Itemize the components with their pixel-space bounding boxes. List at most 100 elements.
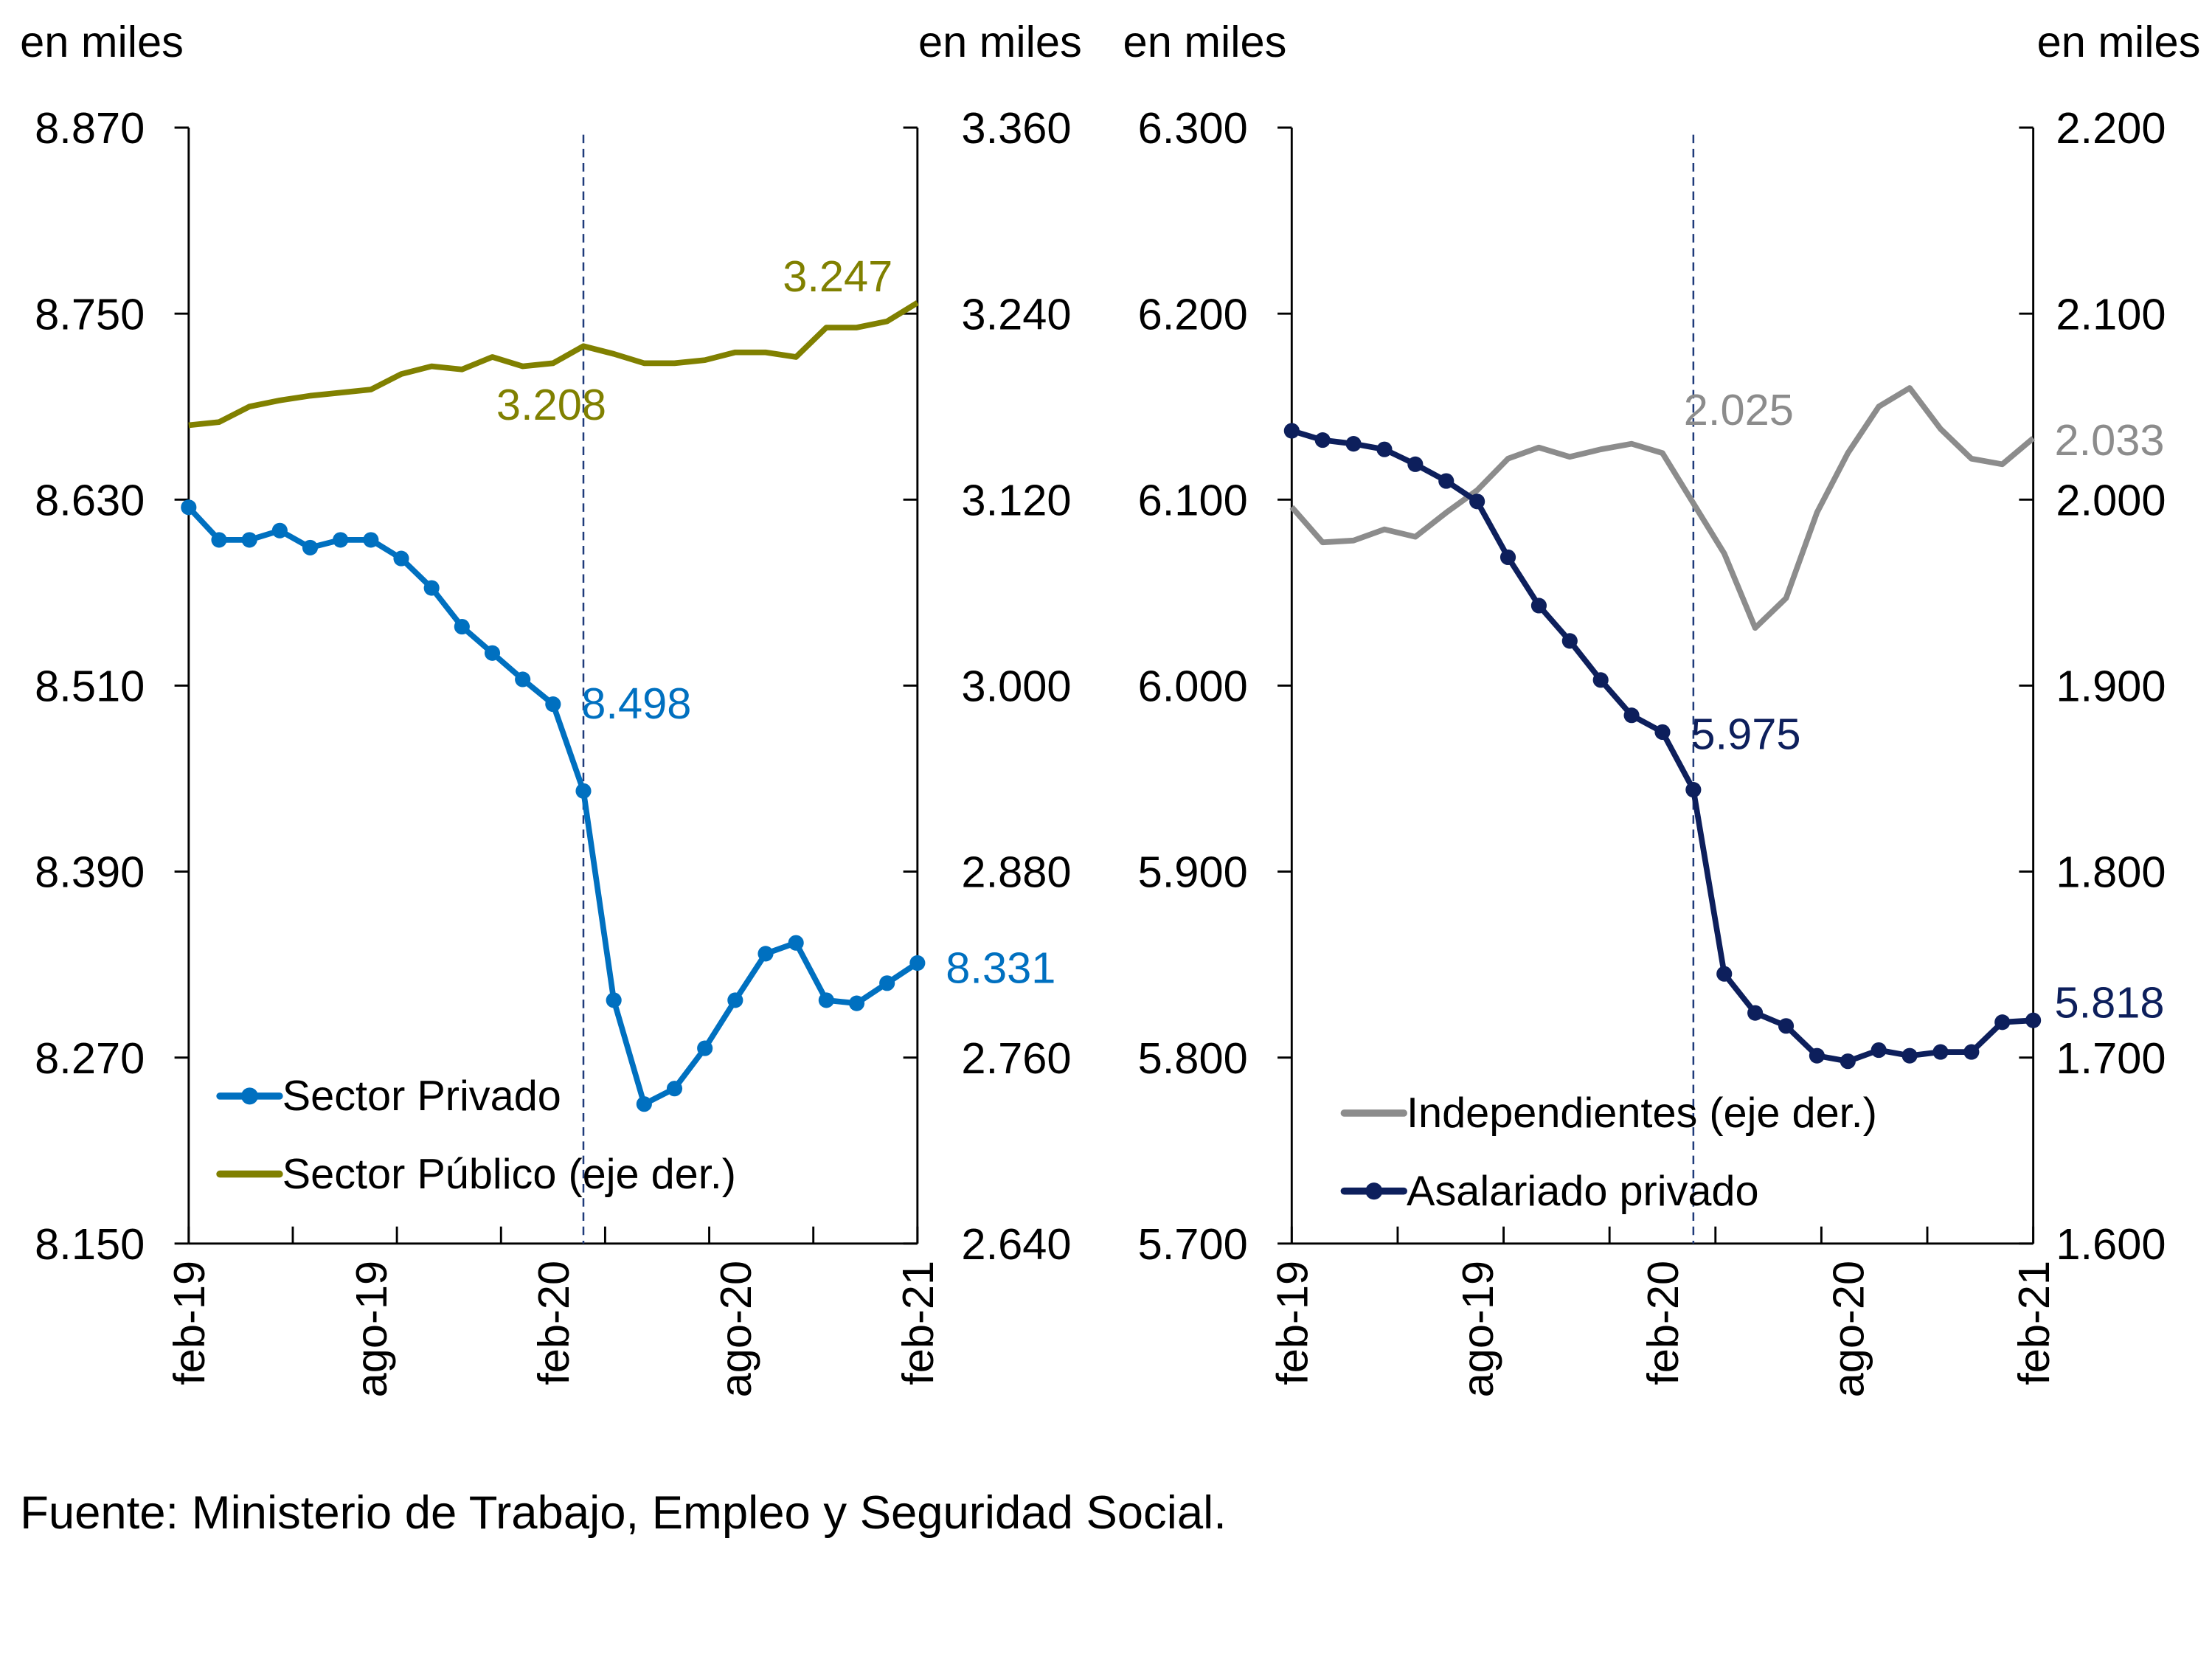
data-point	[545, 696, 561, 713]
left-y-tick-label: 5.700	[1138, 1219, 1248, 1269]
left-y-tick-label: 5.800	[1138, 1033, 1248, 1083]
data-label: 3.208	[496, 380, 606, 429]
right-y-tick-label: 1.700	[2056, 1033, 2166, 1083]
data-label: 3.247	[783, 252, 892, 301]
series-line	[188, 300, 919, 429]
data-point	[1345, 436, 1362, 452]
right-y-tick-label: 2.200	[2056, 103, 2166, 153]
left-y-tick-label: 6.300	[1138, 103, 1248, 153]
left-y-tick-label: 8.390	[35, 848, 145, 897]
data-point	[1623, 707, 1640, 724]
left-y-tick-label: 5.900	[1138, 848, 1248, 897]
data-point	[1932, 1044, 1949, 1060]
right-y-tick-label: 1.900	[2056, 662, 2166, 711]
left-y-tick-label: 8.870	[35, 103, 145, 153]
left-y-tick-label: 8.630	[35, 475, 145, 524]
data-point	[757, 946, 774, 962]
data-label: 8.331	[946, 943, 1055, 992]
data-label: 2.025	[1684, 385, 1794, 434]
x-tick-label: ago-20	[1823, 1261, 1873, 1398]
data-point	[1314, 432, 1331, 448]
data-point	[1561, 633, 1578, 649]
legend-label: Independientes (eje der.)	[1407, 1090, 1877, 1137]
left-y-tick-label: 8.750	[35, 289, 145, 339]
right-y-tick-label: 1.600	[2056, 1219, 2166, 1269]
data-point	[1438, 473, 1455, 489]
x-tick-label: feb-20	[1638, 1261, 1688, 1385]
data-point	[1499, 549, 1516, 565]
series-line	[1291, 428, 2034, 1064]
left-y-tick-label: 8.510	[35, 662, 145, 711]
data-point	[1963, 1044, 1980, 1060]
data-label: 5.975	[1691, 709, 1800, 758]
left-axis-unit: en miles	[1123, 17, 1287, 66]
data-point	[636, 1096, 652, 1112]
data-point	[727, 992, 743, 1008]
left-y-tick-label: 8.150	[35, 1219, 145, 1269]
data-point	[1685, 782, 1702, 798]
data-point	[666, 1081, 683, 1097]
legend-label: Asalariado privado	[1407, 1168, 1759, 1215]
data-point	[454, 618, 470, 635]
legend-marker	[1365, 1182, 1383, 1200]
x-tick-label: feb-21	[893, 1261, 943, 1385]
right-y-tick-label: 3.240	[961, 289, 1071, 339]
left-axis-unit: en miles	[20, 17, 184, 66]
data-point	[393, 550, 409, 567]
data-point	[1716, 966, 1733, 982]
right-y-tick-label: 2.100	[2056, 289, 2166, 339]
data-point	[848, 995, 865, 1011]
x-tick-label: feb-19	[1267, 1261, 1317, 1385]
data-point	[909, 955, 926, 971]
right-y-tick-label: 3.360	[961, 103, 1071, 153]
data-point	[1994, 1014, 2011, 1031]
left-y-tick-label: 6.000	[1138, 662, 1248, 711]
data-point	[2025, 1012, 2042, 1028]
x-tick-label: feb-19	[164, 1261, 214, 1385]
x-tick-label: feb-21	[2009, 1261, 2059, 1385]
data-point	[879, 975, 895, 991]
data-point	[818, 992, 834, 1008]
right-y-tick-label: 3.000	[961, 662, 1071, 711]
data-point	[211, 532, 227, 548]
data-point	[515, 671, 531, 688]
right-y-tick-label: 3.120	[961, 475, 1071, 524]
data-point	[606, 992, 622, 1008]
legend-marker	[240, 1087, 259, 1105]
source-note: Fuente: Ministerio de Trabajo, Empleo y …	[20, 1487, 1227, 1539]
data-point	[271, 522, 288, 538]
data-point	[575, 783, 592, 799]
data-point	[1376, 441, 1393, 457]
data-point	[1592, 672, 1609, 688]
right-y-tick-label: 2.000	[2056, 475, 2166, 524]
x-tick-label: ago-19	[347, 1261, 396, 1398]
data-point	[788, 935, 804, 951]
data-point	[697, 1040, 713, 1056]
right-axis-unit: en miles	[918, 17, 1082, 66]
data-point	[363, 532, 379, 548]
data-point	[1871, 1042, 1887, 1059]
left-y-tick-label: 6.200	[1138, 289, 1248, 339]
series-line	[1289, 385, 2036, 631]
series-line	[187, 505, 919, 1107]
data-point	[1901, 1047, 1918, 1064]
data-label: 5.818	[2054, 977, 2164, 1027]
data-point	[423, 580, 440, 596]
x-tick-label: feb-20	[529, 1261, 578, 1385]
data-point	[1809, 1047, 1825, 1064]
legend-label: Sector Público (eje der.)	[282, 1151, 736, 1198]
data-point	[1407, 456, 1424, 472]
data-point	[1747, 1005, 1764, 1021]
data-point	[1778, 1018, 1795, 1034]
right-y-tick-label: 2.640	[961, 1219, 1071, 1269]
data-point	[241, 532, 257, 548]
left-y-tick-label: 8.270	[35, 1033, 145, 1083]
data-point	[302, 539, 319, 555]
x-tick-label: ago-20	[711, 1261, 760, 1398]
right-y-tick-label: 2.760	[961, 1033, 1071, 1083]
data-point	[181, 499, 197, 516]
right-axis-unit: en miles	[2037, 17, 2201, 66]
right-y-tick-label: 2.880	[961, 848, 1071, 897]
data-point	[1283, 423, 1300, 439]
